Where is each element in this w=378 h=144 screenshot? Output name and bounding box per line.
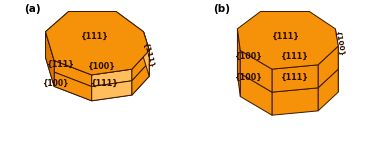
- Polygon shape: [335, 52, 338, 92]
- Polygon shape: [144, 32, 149, 76]
- Polygon shape: [54, 72, 91, 101]
- Polygon shape: [237, 29, 240, 96]
- Polygon shape: [144, 32, 149, 76]
- Text: {111}: {111}: [47, 60, 75, 69]
- Text: (a): (a): [24, 4, 40, 14]
- Polygon shape: [240, 73, 272, 115]
- Polygon shape: [237, 12, 338, 69]
- Polygon shape: [318, 46, 338, 88]
- Text: {111}: {111}: [81, 32, 108, 40]
- Polygon shape: [132, 50, 149, 81]
- Text: {111}: {111}: [281, 73, 309, 82]
- Polygon shape: [45, 12, 149, 75]
- Polygon shape: [240, 50, 272, 92]
- Polygon shape: [335, 29, 338, 69]
- Text: {100}: {100}: [235, 73, 263, 82]
- Polygon shape: [91, 81, 132, 101]
- Polygon shape: [45, 32, 54, 86]
- Text: (b): (b): [213, 4, 230, 14]
- Polygon shape: [45, 12, 149, 75]
- Text: {111}: {111}: [91, 79, 119, 88]
- Polygon shape: [91, 69, 132, 101]
- Polygon shape: [318, 69, 338, 111]
- Text: {111}: {111}: [273, 32, 301, 40]
- Text: {100}: {100}: [334, 30, 345, 57]
- Polygon shape: [54, 60, 91, 87]
- Polygon shape: [272, 65, 318, 92]
- Polygon shape: [54, 60, 91, 101]
- Text: {100}: {100}: [42, 79, 69, 88]
- Text: {111}: {111}: [281, 52, 309, 61]
- Polygon shape: [45, 32, 54, 86]
- Text: {100}: {100}: [88, 62, 116, 71]
- Polygon shape: [132, 62, 149, 95]
- Polygon shape: [132, 50, 149, 95]
- Polygon shape: [91, 69, 132, 87]
- Polygon shape: [272, 88, 318, 115]
- Text: {100}: {100}: [235, 52, 263, 61]
- Text: {111}: {111}: [142, 41, 155, 68]
